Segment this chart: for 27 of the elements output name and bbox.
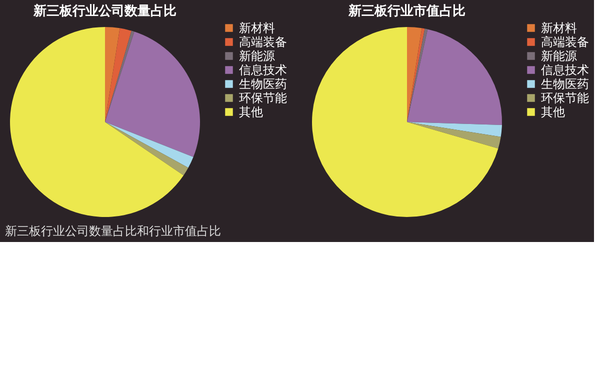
legend-label: 新能源: [541, 49, 577, 63]
pie-slice: [407, 29, 502, 125]
legend-label: 信息技术: [541, 63, 589, 77]
pie-slice: [105, 122, 194, 168]
legend-label: 新能源: [239, 49, 275, 63]
pie-slice: [407, 27, 422, 122]
legend-label: 新材料: [239, 21, 275, 35]
chart-title: 新三板行业市值占比: [348, 3, 466, 19]
legend-label: 其他: [239, 105, 263, 119]
legend-label: 信息技术: [239, 63, 287, 77]
legend-label: 高端装备: [541, 35, 589, 49]
pie-slice: [312, 27, 498, 217]
pie-slice: [10, 27, 184, 217]
legend-label: 其他: [541, 105, 565, 119]
legend-label: 高端装备: [239, 35, 287, 49]
text: 新三板行业公司数量占比和行业市值占比: [5, 224, 221, 238]
legend-label: 生物医药: [239, 77, 287, 91]
pie-slice: [407, 122, 501, 149]
pie-slice: [105, 27, 120, 122]
pie-slice: [105, 32, 200, 157]
chart-title: 新三板行业公司数量占比: [32, 3, 176, 19]
legend-label: 环保节能: [239, 91, 287, 105]
legend-label: 生物医药: [541, 77, 589, 91]
legend-label: 环保节能: [541, 91, 589, 105]
legend-label: 新材料: [541, 21, 577, 35]
pie-slice: [407, 122, 502, 137]
pie-slice: [105, 122, 188, 176]
